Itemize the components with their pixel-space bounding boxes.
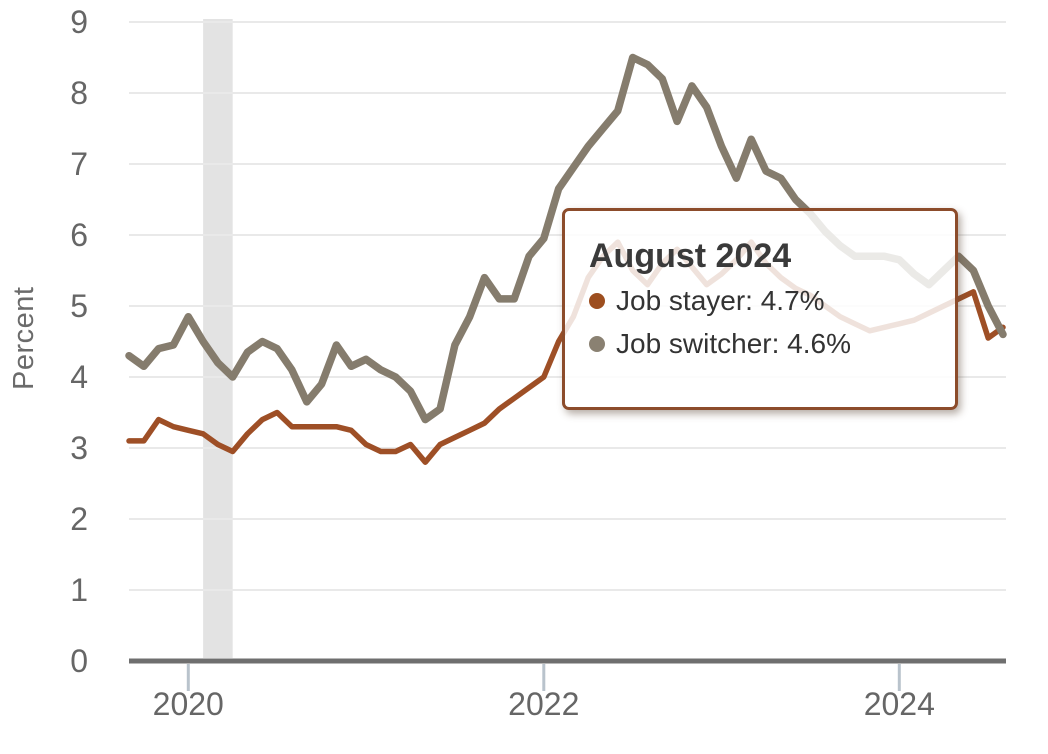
job-switcher-bullet-icon: [589, 335, 605, 352]
tooltip-item-job-switcher: Job switcher: 4.6%: [589, 322, 955, 365]
y-tick-label-4: 4: [70, 359, 88, 395]
x-tick-label-2020: 2020: [152, 686, 224, 722]
tooltip-title: August 2024: [589, 237, 792, 275]
y-axis-title: Percent: [8, 286, 40, 390]
y-tick-label-6: 6: [70, 217, 88, 253]
y-tick-label-9: 9: [70, 4, 88, 40]
y-tick-label-7: 7: [70, 146, 88, 182]
tooltip-job-switcher-text: Job switcher: 4.6%: [616, 327, 851, 359]
y-tick-label-3: 3: [70, 430, 88, 466]
x-tick-label-2024: 2024: [863, 686, 935, 722]
recession-band: [203, 19, 233, 658]
tooltip-item-job-stayer: Job stayer: 4.7%: [589, 279, 955, 322]
tooltip-job-stayer-text: Job stayer: 4.7%: [616, 284, 825, 316]
y-tick-label-0: 0: [70, 643, 88, 679]
y-tick-label-5: 5: [70, 288, 88, 324]
chart-tooltip: August 2024 Job stayer: 4.7% Job switche…: [562, 208, 958, 410]
y-tick-label-1: 1: [70, 572, 88, 608]
y-tick-label-8: 8: [70, 75, 88, 111]
y-tick-label-2: 2: [70, 501, 88, 537]
job-stayer-bullet-icon: [589, 292, 605, 309]
x-tick-label-2022: 2022: [508, 686, 580, 722]
